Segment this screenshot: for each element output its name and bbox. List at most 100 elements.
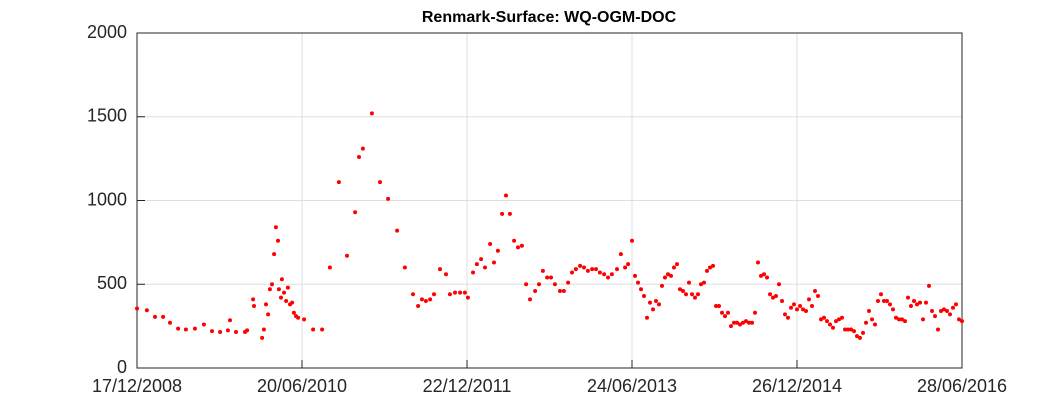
- data-point: [747, 320, 751, 325]
- data-point: [609, 272, 614, 277]
- data-point: [684, 292, 688, 297]
- data-point: [495, 248, 500, 253]
- data-point: [566, 280, 571, 285]
- data-point: [537, 282, 541, 287]
- data-point: [225, 328, 230, 333]
- data-point: [753, 310, 757, 315]
- data-point: [723, 314, 727, 319]
- data-point: [420, 297, 424, 302]
- data-point: [912, 299, 916, 303]
- data-point: [672, 265, 676, 270]
- data-point: [693, 295, 697, 300]
- data-point: [533, 288, 538, 293]
- data-point: [606, 275, 610, 280]
- data-point: [756, 260, 760, 265]
- data-point: [942, 307, 946, 312]
- data-point: [395, 228, 400, 233]
- data-point: [261, 327, 266, 332]
- data-point: [879, 292, 883, 297]
- data-point: [939, 309, 943, 314]
- data-point: [675, 262, 679, 267]
- data-point: [768, 292, 772, 297]
- data-point: [585, 268, 590, 273]
- data-point: [597, 270, 602, 275]
- data-point: [876, 299, 880, 303]
- data-point: [696, 292, 700, 297]
- data-point: [846, 327, 850, 332]
- data-point: [279, 277, 284, 282]
- data-point: [849, 327, 853, 332]
- data-point: [336, 180, 341, 185]
- data-point: [471, 270, 475, 275]
- data-point: [798, 304, 802, 309]
- data-point: [687, 280, 691, 285]
- data-point: [948, 312, 952, 317]
- data-point: [780, 299, 784, 303]
- data-point: [894, 315, 898, 320]
- data-point: [738, 322, 742, 327]
- data-point: [951, 305, 955, 310]
- data-point: [266, 312, 271, 317]
- data-point: [630, 238, 634, 243]
- data-point: [524, 282, 529, 287]
- data-point: [678, 287, 682, 292]
- data-point: [927, 283, 931, 288]
- data-point: [594, 267, 598, 272]
- y-tick-label: 1500: [87, 106, 127, 126]
- data-point: [479, 257, 484, 262]
- data-point: [813, 288, 817, 293]
- data-point: [897, 317, 901, 322]
- axes-box: [136, 32, 963, 369]
- data-point: [447, 292, 452, 297]
- data-point: [831, 325, 835, 330]
- data-point: [657, 302, 661, 307]
- data-point: [423, 299, 428, 303]
- data-point: [915, 302, 919, 307]
- data-point: [840, 315, 844, 320]
- data-point: [438, 267, 442, 272]
- data-point: [867, 309, 871, 314]
- data-point: [714, 304, 718, 309]
- data-point: [474, 262, 479, 267]
- data-point: [144, 308, 149, 313]
- data-point: [360, 146, 365, 151]
- data-point: [516, 245, 520, 250]
- data-point: [161, 314, 166, 319]
- data-point: [483, 265, 487, 270]
- data-point: [639, 287, 643, 292]
- data-point: [578, 263, 583, 268]
- data-point: [512, 238, 517, 243]
- data-point: [660, 283, 664, 288]
- data-point: [882, 299, 886, 303]
- data-point: [218, 329, 223, 334]
- data-point: [590, 267, 595, 272]
- data-point: [870, 317, 874, 322]
- data-point: [618, 252, 623, 257]
- data-point: [906, 295, 910, 300]
- data-point: [327, 265, 332, 270]
- data-point: [648, 300, 652, 305]
- data-point: [245, 328, 250, 333]
- data-point: [690, 292, 694, 297]
- data-point: [573, 267, 578, 272]
- data-point: [702, 280, 706, 285]
- data-point: [945, 309, 949, 314]
- data-point: [276, 238, 280, 243]
- data-point: [507, 211, 512, 216]
- data-point: [210, 329, 214, 334]
- data-point: [720, 310, 724, 315]
- data-point: [735, 320, 739, 325]
- y-tick-label: 500: [97, 273, 127, 293]
- data-point: [302, 317, 307, 322]
- data-point: [816, 293, 820, 298]
- data-point: [201, 322, 206, 327]
- data-point: [777, 282, 781, 287]
- data-point: [192, 326, 197, 331]
- data-point: [176, 326, 181, 331]
- data-point: [708, 265, 712, 270]
- data-point: [353, 210, 358, 215]
- data-point: [545, 275, 550, 280]
- data-point: [378, 180, 382, 185]
- data-point: [858, 335, 862, 340]
